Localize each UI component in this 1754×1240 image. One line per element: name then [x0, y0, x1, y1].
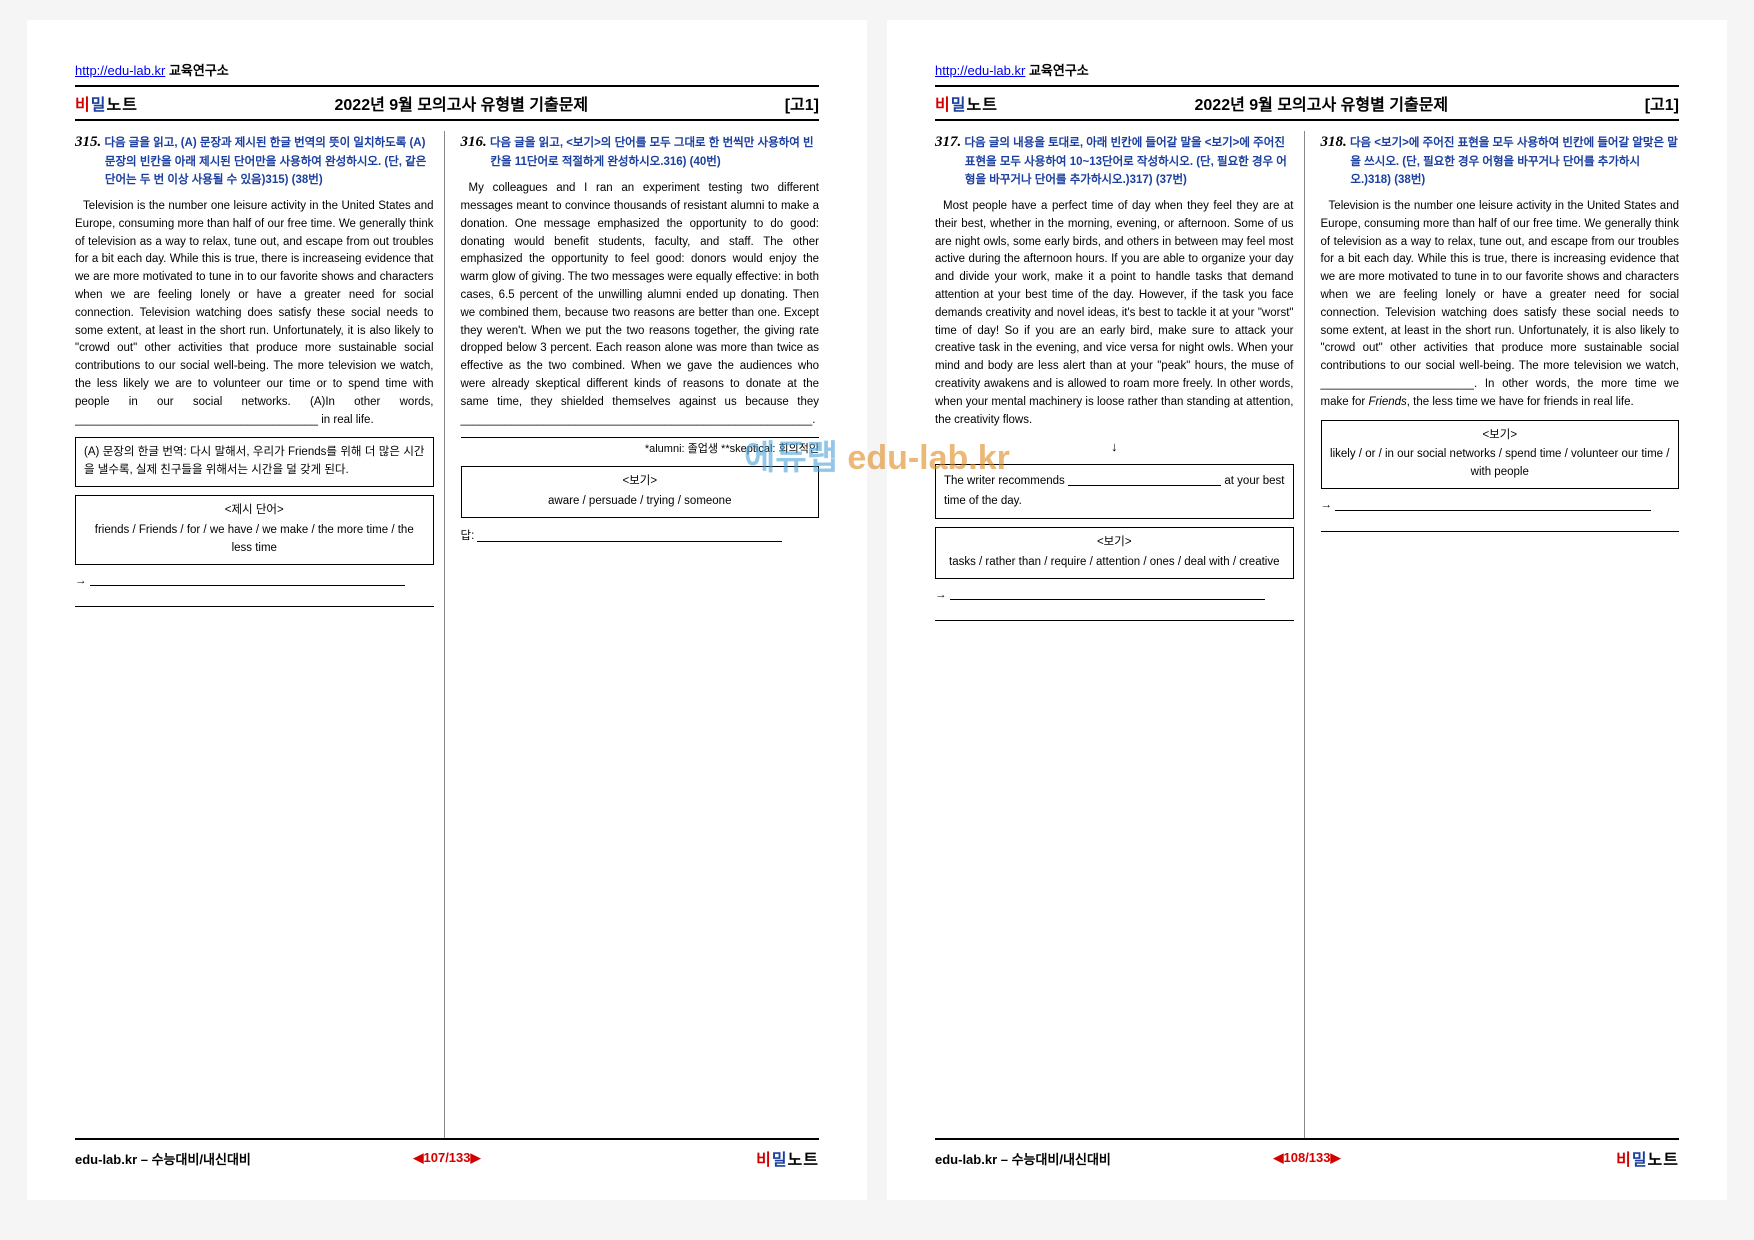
logo-r-2: 밀 — [951, 97, 967, 114]
q317-number: 317. — [935, 134, 961, 150]
header-org: 교육연구소 — [165, 63, 228, 78]
question-316: 316. 다음 글을 읽고, <보기>의 단어를 모두 그대로 한 번씩만 사용… — [461, 131, 820, 1138]
footer-left-text: edu-lab.kr – 수능대비/내신대비 — [75, 1149, 323, 1168]
footer-left-text-r: edu-lab.kr – 수능대비/내신대비 — [935, 1149, 1183, 1168]
footer-logo-1: 비 — [756, 1152, 772, 1169]
q316-head: 316. 다음 글을 읽고, <보기>의 단어를 모두 그대로 한 번씩만 사용… — [461, 131, 820, 172]
q318-passage: Television is the number one leisure act… — [1321, 198, 1680, 412]
q318-answer-area: → — [1321, 497, 1680, 532]
logo-r-3: 노트 — [966, 97, 997, 114]
footer-left-page: edu-lab.kr – 수능대비/내신대비 ◀107/133▶ 비밀노트 — [75, 1140, 819, 1170]
q317-head: 317. 다음 글의 내용을 토대로, 아래 빈칸에 들어갈 말을 <보기>에 … — [935, 131, 1294, 190]
q317-wordbank-box: <보기> tasks / rather than / require / att… — [935, 527, 1294, 579]
doc-title-r: 2022년 9월 모의고사 유형별 기출문제 — [998, 91, 1645, 115]
q316-wordbank: aware / persuade / trying / someone — [548, 495, 731, 507]
logo-part1: 비 — [75, 97, 91, 114]
logo-r-1: 비 — [935, 97, 951, 114]
header-url-line: http://edu-lab.kr 교육연구소 — [75, 60, 819, 79]
q316-wordbank-title: <보기> — [470, 473, 811, 491]
footer-logo-r-3: 노트 — [1648, 1152, 1679, 1169]
q317-prompt: 다음 글의 내용을 토대로, 아래 빈칸에 들어갈 말을 <보기>에 주어진 표… — [964, 137, 1286, 186]
doc-title: 2022년 9월 모의고사 유형별 기출문제 — [138, 91, 785, 115]
q317-passage: Most people have a perfect time of day w… — [935, 198, 1294, 430]
footer-pagenum-right: ◀108/133▶ — [1183, 1150, 1431, 1166]
q315-answer-line2 — [75, 592, 434, 607]
header-row: 비밀노트 2022년 9월 모의고사 유형별 기출문제 [고1] — [75, 85, 819, 121]
logo-r: 비밀노트 — [935, 91, 998, 115]
q317-wordbank: tasks / rather than / require / attentio… — [949, 556, 1279, 568]
footer-right-page: edu-lab.kr – 수능대비/내신대비 ◀108/133▶ 비밀노트 — [935, 1140, 1679, 1170]
q318-answer-line2 — [1321, 517, 1680, 532]
q316-answer-line — [477, 530, 782, 542]
q316-wordbank-box: <보기> aware / persuade / trying / someone — [461, 466, 820, 518]
q317-answer-area: → — [935, 587, 1294, 622]
footer-logo: 비밀노트 — [571, 1146, 819, 1170]
q315-wordbank: friends / Friends / for / we have / we m… — [95, 524, 414, 554]
q317-fill-blank — [1068, 475, 1221, 487]
q315-translation-box: (A) 문장의 한글 번역: 다시 말해서, 우리가 Friends를 위해 더… — [75, 437, 434, 487]
q318-answer-line1 — [1335, 499, 1650, 511]
q317-answer-line1 — [950, 589, 1265, 601]
page-right: http://edu-lab.kr 교육연구소 비밀노트 2022년 9월 모의… — [887, 20, 1727, 1200]
footer-logo-2: 밀 — [772, 1152, 788, 1169]
q315-wordbank-box: <제시 단어> friends / Friends / for / we hav… — [75, 495, 434, 564]
q316-answer-area: 답: — [461, 528, 820, 546]
q318-wordbank-box: <보기> likely / or / in our social network… — [1321, 420, 1680, 489]
q318-number: 318. — [1321, 134, 1347, 150]
page-left: http://edu-lab.kr 교육연구소 비밀노트 2022년 9월 모의… — [27, 20, 867, 1200]
q318-wordbank: likely / or / in our social networks / s… — [1330, 448, 1669, 478]
q315-answer-area: → — [75, 573, 434, 608]
q315-head: 315. 다음 글을 읽고, (A) 문장과 제시된 한글 번역의 뜻이 일치하… — [75, 131, 434, 190]
footer-logo-r: 비밀노트 — [1431, 1146, 1679, 1170]
q315-number: 315. — [75, 134, 101, 150]
logo-part3: 노트 — [106, 97, 137, 114]
logo-part2: 밀 — [91, 97, 107, 114]
q318-wordbank-title: <보기> — [1330, 427, 1671, 445]
columns-right-page: 317. 다음 글의 내용을 토대로, 아래 빈칸에 들어갈 말을 <보기>에 … — [935, 131, 1679, 1138]
q316-answer-label: 답: — [461, 530, 475, 542]
q318-prompt: 다음 <보기>에 주어진 표현을 모두 사용하여 빈칸에 들어갈 알맞은 말을 … — [1350, 137, 1678, 186]
header-url-link-r[interactable]: http://edu-lab.kr — [935, 63, 1025, 78]
q317-arrow: ↓ — [935, 437, 1294, 457]
q316-passage: My colleagues and I ran an experiment te… — [461, 180, 820, 429]
question-315: 315. 다음 글을 읽고, (A) 문장과 제시된 한글 번역의 뜻이 일치하… — [75, 131, 445, 1138]
header-url-line-r: http://edu-lab.kr 교육연구소 — [935, 60, 1679, 79]
q315-passage: Television is the number one leisure act… — [75, 198, 434, 430]
q315-answer-line1 — [90, 575, 405, 587]
columns-left-page: 315. 다음 글을 읽고, (A) 문장과 제시된 한글 번역의 뜻이 일치하… — [75, 131, 819, 1138]
q318-passage-ital: Friends — [1368, 396, 1406, 408]
q317-answer-line2 — [935, 606, 1294, 621]
q316-number: 316. — [461, 134, 487, 150]
q316-prompt: 다음 글을 읽고, <보기>의 단어를 모두 그대로 한 번씩만 사용하여 빈칸… — [490, 137, 814, 168]
q318-head: 318. 다음 <보기>에 주어진 표현을 모두 사용하여 빈칸에 들어갈 알맞… — [1321, 131, 1680, 190]
q317-fill-box: The writer recommends at your best time … — [935, 464, 1294, 519]
q315-wordbank-title: <제시 단어> — [84, 502, 425, 520]
q318-passage-b: , the less time we have for friends in r… — [1407, 396, 1634, 408]
q317-fill-pre: The writer recommends — [944, 475, 1068, 487]
footer-logo-r-1: 비 — [1616, 1152, 1632, 1169]
q315-prompt: 다음 글을 읽고, (A) 문장과 제시된 한글 번역의 뜻이 일치하도록 (A… — [104, 137, 426, 186]
question-317: 317. 다음 글의 내용을 토대로, 아래 빈칸에 들어갈 말을 <보기>에 … — [935, 131, 1305, 1138]
header-row-r: 비밀노트 2022년 9월 모의고사 유형별 기출문제 [고1] — [935, 85, 1679, 121]
doc-grade-r: [고1] — [1645, 91, 1679, 115]
q316-glossary: *alumni: 졸업생 **skeptical: 회의적인 — [461, 437, 820, 458]
doc-grade: [고1] — [785, 91, 819, 115]
logo: 비밀노트 — [75, 91, 138, 115]
header-org-r: 교육연구소 — [1025, 63, 1088, 78]
footer-logo-3: 노트 — [788, 1152, 819, 1169]
footer-pagenum-left: ◀107/133▶ — [323, 1150, 571, 1166]
question-318: 318. 다음 <보기>에 주어진 표현을 모두 사용하여 빈칸에 들어갈 알맞… — [1321, 131, 1680, 1138]
q318-passage-a: Television is the number one leisure act… — [1321, 200, 1680, 408]
footer-logo-r-2: 밀 — [1632, 1152, 1648, 1169]
q317-wordbank-title: <보기> — [944, 534, 1285, 552]
header-url-link[interactable]: http://edu-lab.kr — [75, 63, 165, 78]
